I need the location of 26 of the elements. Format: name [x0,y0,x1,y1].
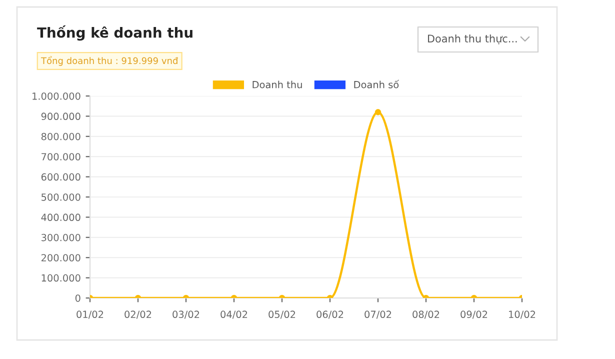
x-tick-label: 05/02 [268,310,296,319]
x-tick-label: 03/02 [172,310,200,319]
chart-title: Thống kê doanh thu [37,25,192,41]
y-tick-label: 800.000 [41,132,80,140]
x-tick-label: 07/02 [364,310,392,319]
x-tick-label: 09/02 [460,310,488,319]
y-tick-label: 600.000 [41,173,80,181]
y-tick-label: 700.000 [42,153,80,160]
y-tick-label: 0 [75,294,80,302]
text: Tổng doanh thu : 919.999 vnđ [40,56,178,66]
y-tick-label: 1.000.000 [32,92,80,100]
x-tick-label: 10/02 [509,310,536,319]
legend-label: Doanh số [354,80,399,88]
x-tick-label: 01/02 [76,310,104,319]
y-tick-label: 100.000 [42,274,80,282]
y-tick-label: 300.000 [42,234,80,242]
x-tick-label: 02/02 [124,310,152,319]
x-tick-label: 04/02 [220,310,248,319]
x-tick-label: 08/02 [412,310,440,319]
y-tick-label: 900.000 [41,112,80,120]
y-tick-label: 500.000 [42,193,80,201]
legend-label: Doanh thu [252,80,302,88]
y-tick-label: 400.000 [41,214,80,222]
text: Doanh thu thực... [428,34,517,44]
x-tick-label: 06/02 [316,310,344,319]
y-tick-label: 200.000 [41,254,80,262]
